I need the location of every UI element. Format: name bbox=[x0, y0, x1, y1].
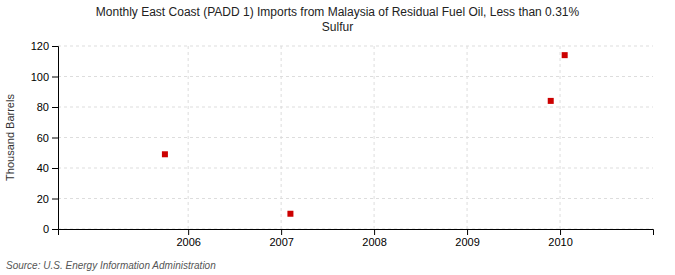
x-tick: 2010 bbox=[548, 229, 572, 248]
y-tick-label: 40 bbox=[37, 162, 49, 174]
point bbox=[548, 98, 554, 104]
y-tick-label: 80 bbox=[37, 101, 49, 113]
x-tick-mark bbox=[188, 229, 189, 235]
y-tick: 60 bbox=[37, 132, 58, 144]
grid-line bbox=[374, 46, 375, 229]
y-tick-mark bbox=[52, 229, 58, 230]
y-tick-mark bbox=[52, 199, 58, 200]
point bbox=[287, 211, 293, 217]
y-tick-label: 20 bbox=[37, 193, 49, 205]
y-axis-line bbox=[52, 47, 59, 230]
x-tick-label: 2006 bbox=[176, 236, 200, 248]
y-axis-title: Thousand Barrels bbox=[4, 94, 16, 181]
x-tick-label: 2009 bbox=[455, 236, 479, 248]
x-tick-label: 2010 bbox=[548, 236, 572, 248]
grid-line bbox=[58, 107, 653, 108]
x-tick-mark bbox=[467, 229, 468, 235]
grid-line bbox=[58, 46, 653, 47]
grid-line bbox=[58, 168, 653, 169]
x-tick-label: 2008 bbox=[362, 236, 386, 248]
y-tick: 100 bbox=[31, 71, 58, 83]
source-note: Source: U.S. Energy Information Administ… bbox=[6, 260, 216, 271]
y-tick-mark bbox=[52, 77, 58, 78]
grid bbox=[58, 46, 653, 229]
y-tick: 120 bbox=[31, 40, 58, 52]
x-axis: 2006 2007 2008 2009 2010 bbox=[59, 229, 654, 248]
points bbox=[162, 52, 568, 217]
y-tick-label: 100 bbox=[31, 71, 49, 83]
point bbox=[162, 151, 168, 157]
grid-line bbox=[281, 46, 282, 229]
y-tick: 80 bbox=[37, 101, 58, 113]
y-tick-label: 120 bbox=[31, 40, 49, 52]
title: Monthly East Coast (PADD 1) Imports from… bbox=[96, 5, 580, 34]
x-tick-mark bbox=[374, 229, 375, 235]
x-axis-line bbox=[59, 230, 654, 236]
x-tick-mark bbox=[560, 229, 561, 235]
grid-line bbox=[58, 198, 653, 199]
x-tick: 2009 bbox=[455, 229, 479, 248]
y-axis: 0 20 40 60 80 100 120 bbox=[31, 40, 59, 235]
x-tick-mark bbox=[281, 229, 282, 235]
chart: 2006 2007 2008 2009 2010 0 20 40 60 80 100 120 Month… bbox=[0, 0, 675, 275]
x-tick: 2008 bbox=[362, 229, 386, 248]
x-tick-label: 2007 bbox=[269, 236, 293, 248]
plot-area: 2006 2007 2008 2009 2010 0 20 40 60 80 100 120 bbox=[31, 40, 654, 248]
x-tick: 2007 bbox=[269, 229, 293, 248]
y-tick-label: 60 bbox=[37, 132, 49, 144]
y-tick-mark bbox=[52, 168, 58, 169]
point bbox=[562, 52, 568, 58]
y-tick-mark bbox=[52, 107, 58, 108]
grid-line bbox=[58, 76, 653, 77]
y-tick: 20 bbox=[37, 193, 58, 205]
y-tick: 40 bbox=[37, 162, 58, 174]
y-tick: 0 bbox=[43, 223, 58, 235]
y-tick-mark bbox=[52, 138, 58, 139]
chart-container: 2006 2007 2008 2009 2010 0 20 40 60 80 100 120 Month… bbox=[0, 0, 675, 275]
grid-line bbox=[560, 46, 561, 229]
grid-line bbox=[188, 46, 189, 229]
grid-line bbox=[58, 137, 653, 138]
y-tick-label: 0 bbox=[43, 223, 49, 235]
x-tick: 2006 bbox=[176, 229, 200, 248]
y-tick-mark bbox=[52, 46, 58, 47]
grid-line bbox=[467, 46, 468, 229]
